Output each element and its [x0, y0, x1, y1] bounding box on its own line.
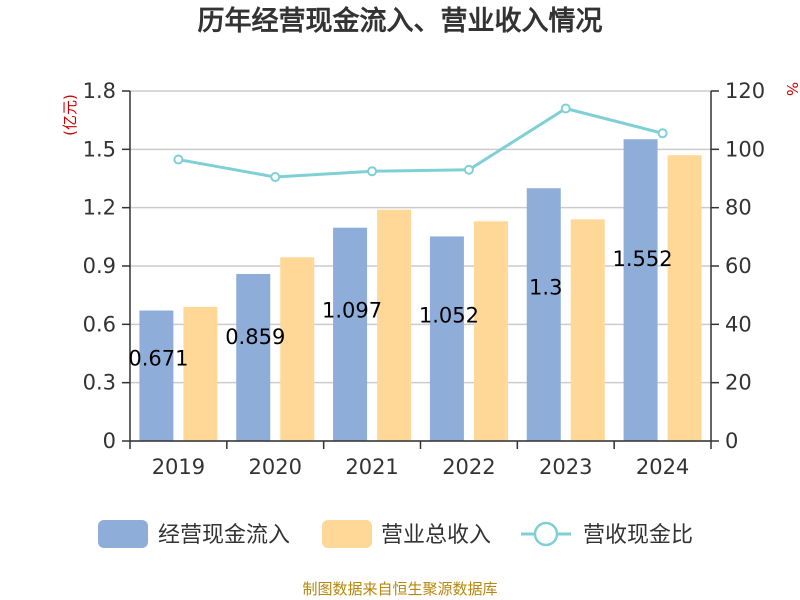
data-labels: 0.671 0.859 1.097 1.052 1.3 1.552 — [128, 247, 672, 370]
line-point-2019 — [173, 154, 184, 165]
line-point-2024 — [657, 128, 668, 139]
bar-营业总收入-2019 — [183, 306, 218, 441]
x-tick-label: 2022 — [442, 455, 495, 479]
bar-营业总收入-2020 — [280, 257, 315, 441]
bar-经营现金流入-2020 — [236, 273, 271, 441]
source-note: 制图数据来自恒生聚源数据库 — [302, 580, 497, 598]
x-tick-label: 2024 — [636, 455, 689, 479]
line-point-2021 — [367, 166, 378, 177]
y-right-tick-label: 80 — [725, 196, 752, 220]
y-left-tick-label: 0.3 — [83, 371, 116, 395]
line-point-2023 — [560, 103, 571, 114]
y-right-tick-label: 40 — [725, 312, 752, 336]
bar-营业总收入-2024 — [667, 155, 702, 441]
y-right-tick-label: 20 — [725, 371, 752, 395]
bar-经营现金流入-2022 — [429, 236, 464, 441]
chart-title: 历年经营现金流入、营业收入情况 — [198, 5, 603, 37]
legend-marker-营收现金比 — [533, 521, 559, 547]
line-营收现金比 — [178, 106, 663, 179]
y-left-tick-label: 1.8 — [83, 79, 116, 103]
bar-营业总收入-2023 — [570, 219, 605, 441]
legend-label-营业总收入: 营业总收入 — [381, 523, 491, 548]
legend-label-经营现金流入: 经营现金流入 — [158, 523, 290, 548]
y-left-axis-label: (亿元) — [61, 94, 79, 136]
bar-经营现金流入-2023 — [526, 188, 561, 441]
y-left-tick-label: 1.2 — [83, 196, 116, 220]
x-tick-label: 2020 — [249, 455, 302, 479]
data-label: 1.097 — [322, 298, 382, 322]
bars — [139, 139, 702, 441]
y-right-axis-label: % — [783, 82, 800, 96]
legend: 经营现金流入 营业总收入 营收现金比 — [98, 520, 693, 548]
tick-labels: 0 0 0.3 20 0.6 40 0.9 60 1.2 80 1.5 100 1.8 120 2019 20… — [83, 79, 766, 479]
y-left-tick-label: 0.9 — [83, 254, 116, 278]
grid-lines — [130, 90, 711, 442]
data-label: 1.3 — [529, 275, 562, 299]
bar-营业总收入-2022 — [473, 221, 508, 441]
y-right-tick-label: 0 — [725, 429, 738, 453]
y-right-tick-label: 60 — [725, 254, 752, 278]
line-point-2020 — [270, 172, 281, 183]
data-label: 1.052 — [419, 303, 479, 327]
y-right-tick-label: 100 — [725, 137, 765, 161]
y-left-tick-label: 0 — [103, 429, 116, 453]
bar-经营现金流入-2019 — [139, 310, 174, 441]
x-tick-label: 2023 — [539, 455, 592, 479]
y-right-tick-label: 120 — [725, 79, 765, 103]
legend-label-营收现金比: 营收现金比 — [583, 523, 693, 548]
data-label: 0.671 — [128, 346, 188, 370]
axes — [122, 90, 719, 449]
line-point-2022 — [463, 164, 474, 175]
bar-经营现金流入-2021 — [333, 227, 368, 441]
legend-swatch-经营现金流入 — [98, 520, 148, 548]
data-label: 0.859 — [225, 325, 285, 349]
legend-swatch-营业总收入 — [322, 520, 372, 548]
bar-营业总收入-2021 — [377, 209, 412, 441]
x-tick-label: 2021 — [345, 455, 398, 479]
y-left-tick-label: 0.6 — [83, 312, 116, 336]
data-label: 1.552 — [613, 247, 673, 271]
y-left-tick-label: 1.5 — [83, 137, 116, 161]
x-tick-label: 2019 — [152, 455, 205, 479]
bar-经营现金流入-2024 — [623, 139, 658, 441]
ratio-line — [173, 103, 668, 183]
